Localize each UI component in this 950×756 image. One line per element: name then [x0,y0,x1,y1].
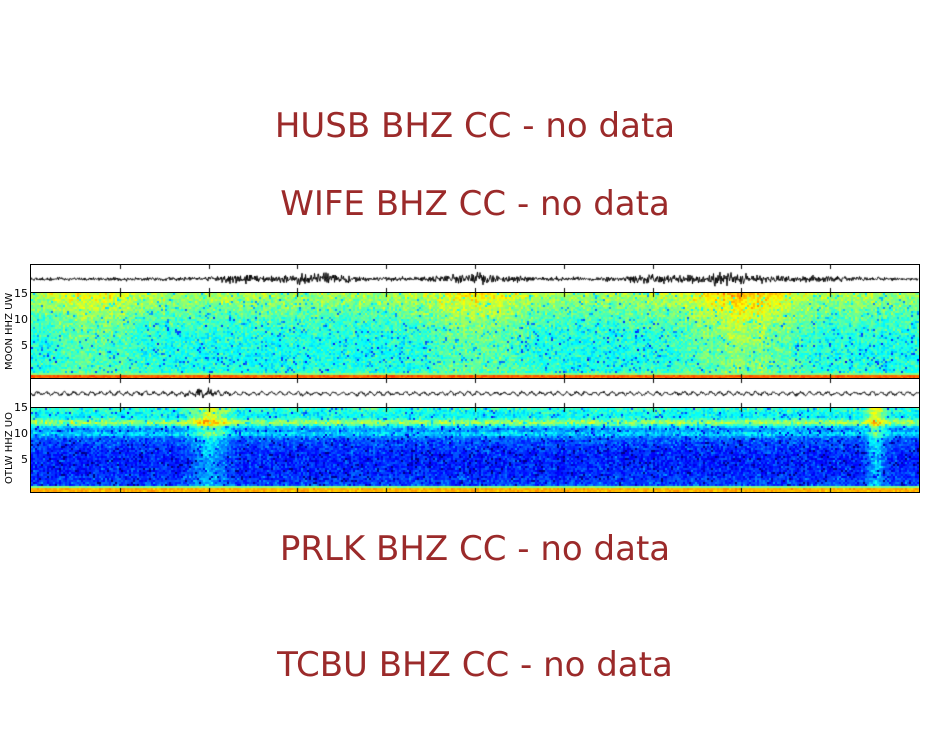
otlw-spectrogram [30,407,920,493]
nodata-label-wife: WIFE BHZ CC - no data [280,184,670,224]
nodata-label-prlk: PRLK BHZ CC - no data [279,529,671,569]
moon-ytick-10: 10 [14,313,28,326]
otlw-seismogram-trace [30,378,920,408]
moon-ylabel: MOON HHZ UW [4,292,15,370]
moon-ytick-15: 15 [14,287,28,300]
nodata-label-husb: HUSB BHZ CC - no data [274,106,676,146]
moon-spectrogram [30,292,920,379]
otlw-ytick-15: 15 [14,401,28,414]
otlw-spectrogram-canvas [31,408,919,492]
otlw-ylabel: OTLW HHZ UO [4,412,15,484]
otlw-ytick-5: 5 [21,453,28,466]
moon-trace-canvas [31,265,919,292]
nodata-label-tcbu: TCBU BHZ CC - no data [277,645,673,685]
otlw-trace-canvas [31,379,919,407]
moon-seismogram-trace [30,264,920,293]
moon-panel [30,264,920,379]
otlw-ytick-10: 10 [14,427,28,440]
moon-spectrogram-canvas [31,293,919,378]
otlw-panel [30,378,920,493]
moon-ytick-5: 5 [21,339,28,352]
